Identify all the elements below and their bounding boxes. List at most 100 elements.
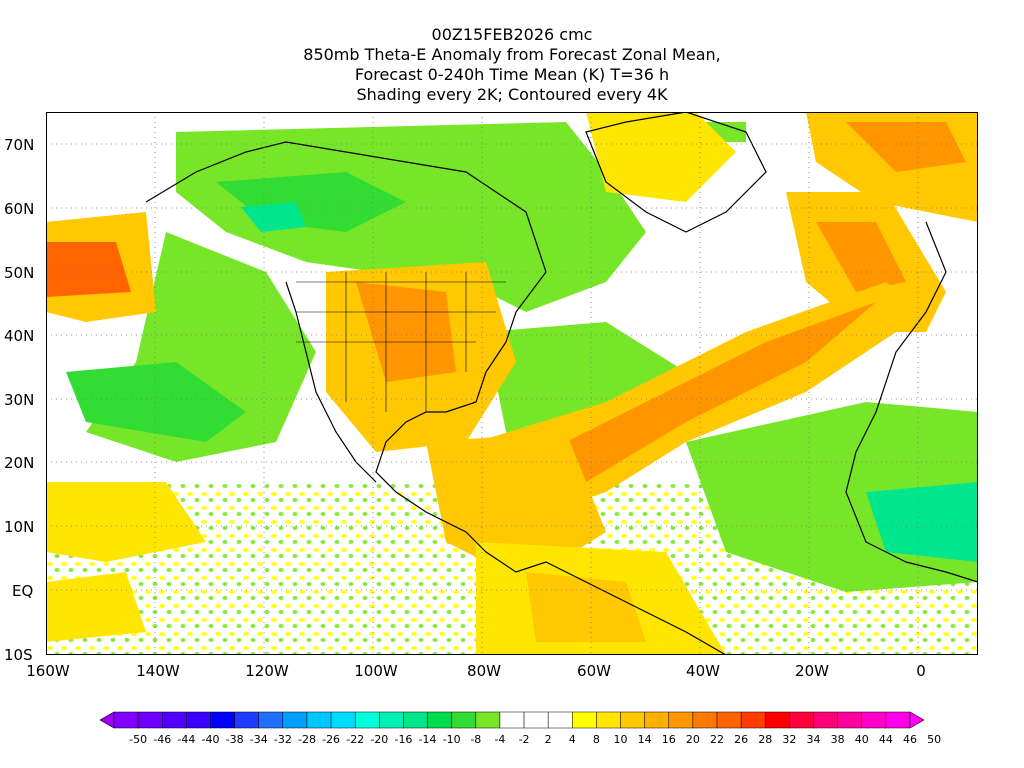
colorbar-swatch: [596, 711, 621, 729]
lat-label-eq: EQ: [12, 582, 34, 600]
us-state-borders: [296, 272, 506, 412]
colorbar-swatch: [210, 711, 235, 729]
colorbar-label: 2: [544, 733, 552, 746]
colorbar-label: 50: [927, 733, 942, 746]
north-atlantic-warm-core: [816, 222, 906, 292]
colorbar-label: -32: [273, 733, 292, 746]
pacific-tropical-warm: [46, 482, 206, 562]
colorbar-label: -14: [418, 733, 437, 746]
colorbar-swatch: [765, 711, 790, 729]
lat-label-10n: 10N: [4, 518, 35, 536]
colorbar-swatch: [258, 711, 284, 729]
colorbar-swatch: [716, 711, 742, 729]
atlantic-warm-belt-core: [546, 302, 876, 482]
colorbar-swatch: [427, 711, 452, 729]
lon-label-140w: 140W: [136, 662, 180, 680]
colorbar-label: -34: [249, 733, 268, 746]
africa-deep-negative: [866, 482, 978, 562]
colorbar-label: 28: [758, 733, 773, 746]
colorbar-label: 8: [592, 733, 600, 746]
lat-label-30n: 30N: [4, 391, 35, 409]
colorbar-swatch: [330, 711, 356, 729]
colorbar-swatch: [861, 711, 887, 729]
colorbar-swatch: [161, 711, 187, 729]
colorbar-label: -46: [153, 733, 172, 746]
colorbar-label: -40: [201, 733, 220, 746]
canada-negative-anomaly: [176, 122, 646, 312]
colorbar-label: -26: [322, 733, 341, 746]
colorbar-swatch: [282, 711, 308, 729]
colorbar-swatch: [234, 711, 259, 729]
gulf-pacific-warm-core: [46, 242, 131, 297]
lat-label-20n: 20N: [4, 454, 35, 472]
title-line-4: Shading every 2K; Contoured every 4K: [356, 85, 668, 104]
lon-label-20w: 20W: [795, 662, 829, 680]
lon-label-0: 0: [916, 662, 926, 680]
colorbar-swatch: [186, 711, 211, 729]
colorbar-label: -16: [394, 733, 413, 746]
colorbar: [100, 711, 924, 729]
colorbar-label: 10: [613, 733, 628, 746]
colorbar-swatch: [451, 711, 477, 729]
lat-label-60n: 60N: [4, 200, 35, 218]
colorbar-label: -4: [494, 733, 506, 746]
colorbar-label: 20: [685, 733, 700, 746]
central-us-warm-core: [356, 282, 456, 382]
colorbar-label: 16: [661, 733, 676, 746]
colorbar-swatch: [547, 711, 573, 729]
lon-label-40w: 40W: [686, 662, 720, 680]
south-america-warm-core: [526, 572, 646, 642]
colorbar-label: -28: [297, 733, 316, 746]
lon-label-60w: 60W: [577, 662, 611, 680]
theta-e-anomaly-map: [46, 112, 978, 655]
greenland-coastline: [585, 112, 767, 233]
colorbar-label: 34: [806, 733, 821, 746]
europe-africa-coastline: [845, 221, 978, 583]
colorbar-swatch: [837, 711, 863, 729]
colorbar-swatch: [306, 711, 332, 729]
greenland-warm-anomaly: [586, 112, 736, 202]
colorbar-swatch: [668, 711, 694, 729]
map-border: [46, 112, 978, 655]
lon-label-100w: 100W: [354, 662, 398, 680]
colorbar-label: 4: [568, 733, 576, 746]
colorbar-label: 40: [854, 733, 869, 746]
title-line-2: 850mb Theta-E Anomaly from Forecast Zona…: [303, 45, 721, 64]
colorbar-swatch: [499, 711, 525, 729]
lon-label-160w: 160W: [26, 662, 70, 680]
colorbar-label: 32: [782, 733, 797, 746]
colorbar-swatch: [740, 711, 766, 729]
lon-label-80w: 80W: [467, 662, 501, 680]
colorbar-label: 38: [830, 733, 845, 746]
colorbar-left-arrow: [100, 711, 115, 729]
colorbar-label: -8: [470, 733, 482, 746]
colorbar-swatch: [379, 711, 404, 729]
pacific-deeper-negative: [66, 362, 246, 442]
lat-label-10s: 10S: [4, 646, 33, 664]
title-line-1: 00Z15FEB2026 cmc: [431, 25, 593, 44]
lat-lon-gridlines: [46, 112, 978, 655]
colorbar-swatch: [885, 711, 911, 729]
colorbar-swatch: [620, 711, 645, 729]
arctic-warm-core: [846, 122, 966, 172]
lat-label-70n: 70N: [4, 136, 35, 154]
colorbar-label: 14: [637, 733, 652, 746]
caribbean-warm-anomaly: [426, 432, 606, 582]
southwest-pacific-warm: [46, 572, 146, 642]
colorbar-right-arrow: [909, 711, 924, 729]
colorbar-label: -2: [518, 733, 530, 746]
colorbar-label: -38: [225, 733, 244, 746]
colorbar-swatch: [475, 711, 501, 729]
colorbar-label: -20: [370, 733, 389, 746]
canada-core-negative: [241, 202, 306, 232]
colorbar-swatch: [523, 711, 549, 729]
colorbar-label: -44: [177, 733, 196, 746]
colorbar-label: -10: [442, 733, 461, 746]
colorbar-swatch: [789, 711, 814, 729]
colorbar-label: -22: [346, 733, 365, 746]
colorbar-swatch: [403, 711, 428, 729]
colorbar-swatch: [113, 711, 139, 729]
colorbar-swatch: [813, 711, 838, 729]
lat-label-50n: 50N: [4, 264, 35, 282]
colorbar-swatch: [137, 711, 163, 729]
